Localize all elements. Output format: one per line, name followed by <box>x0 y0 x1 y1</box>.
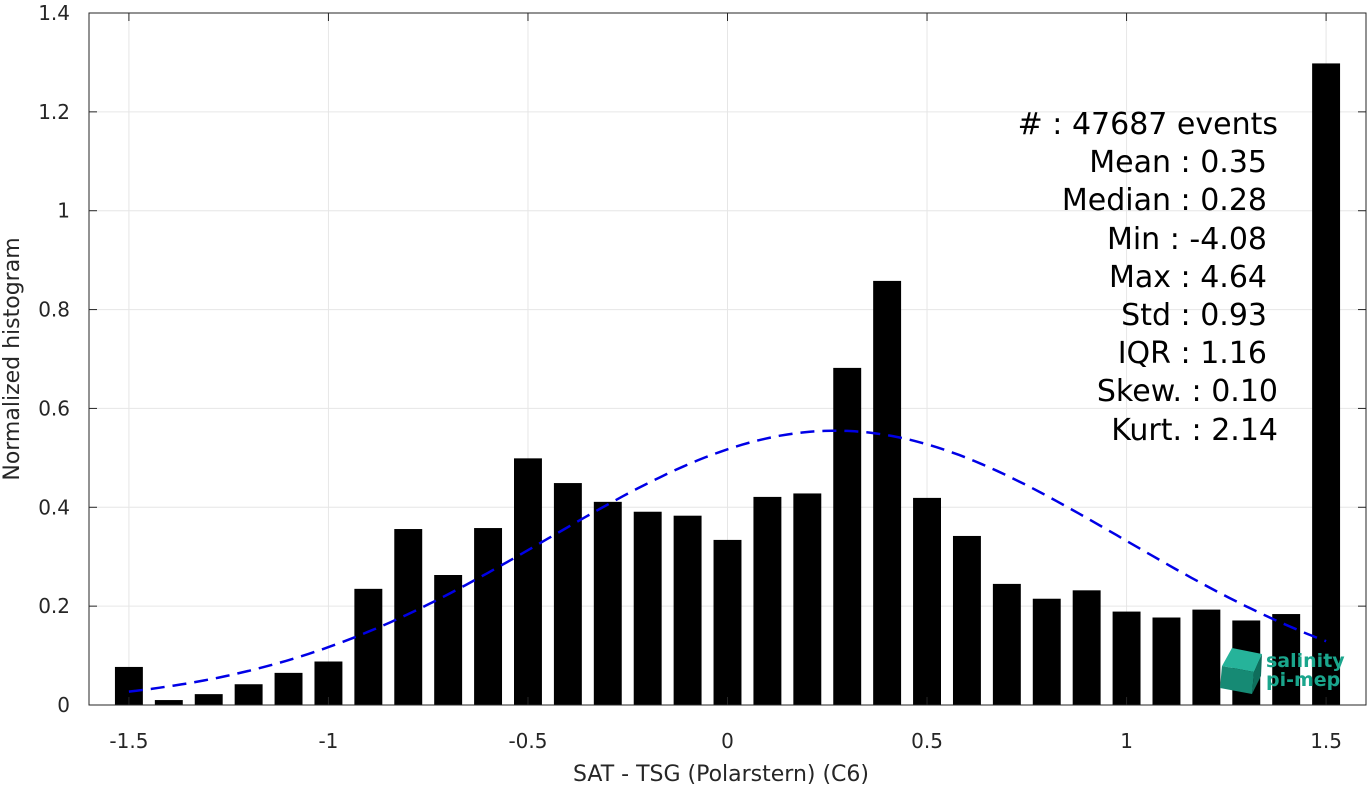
cube-icon <box>1220 648 1262 694</box>
stats-std: Std : 0.93 <box>1121 298 1267 333</box>
logo-line-1: salinity <box>1266 650 1345 672</box>
stats-skew: Skew. : 0.10 <box>1097 374 1278 409</box>
histogram-bar <box>434 575 463 705</box>
y-axis-label: Normalized histogram <box>0 237 25 480</box>
y-tick-label: 0.8 <box>38 298 70 322</box>
histogram-bar <box>1312 63 1341 706</box>
x-tick-labels: -1.5 -1 -0.5 0 0.5 1 1.5 <box>109 729 1342 753</box>
stats-kurt: Kurt. : 2.14 <box>1111 413 1278 448</box>
histogram-bar <box>1192 609 1221 705</box>
logo-line-2: pi-mep <box>1266 669 1340 691</box>
stats-iqr: IQR : 1.16 <box>1118 336 1267 371</box>
y-tick-label: 0.4 <box>38 495 70 519</box>
histogram-bar <box>1072 590 1101 705</box>
salinity-pi-mep-logo: salinity pi-mep <box>1220 648 1345 694</box>
histogram-bar <box>793 493 822 705</box>
x-tick-label: -1.5 <box>109 729 148 753</box>
x-tick-label: -0.5 <box>508 729 547 753</box>
histogram-bar <box>1152 617 1181 705</box>
histogram-bar <box>593 501 622 705</box>
x-tick-label: -1 <box>318 729 338 753</box>
stats-max: Max : 4.64 <box>1109 260 1267 295</box>
x-tick-label: 1.5 <box>1310 729 1342 753</box>
y-tick-label: 0 <box>57 693 70 717</box>
histogram-bar <box>713 539 742 705</box>
histogram-bar <box>833 367 862 705</box>
histogram-bar <box>1112 611 1141 705</box>
x-axis-label: SAT - TSG (Polarstern) (C6) <box>573 762 869 785</box>
y-tick-label: 1.2 <box>38 100 70 124</box>
histogram-bar <box>753 496 782 705</box>
histogram-bar <box>992 583 1021 705</box>
y-tick-label: 0.6 <box>38 396 70 420</box>
y-tick-label: 1 <box>57 199 70 223</box>
histogram-bar <box>913 497 941 705</box>
bars <box>114 63 1341 706</box>
stats-mean: Mean : 0.35 <box>1089 145 1267 180</box>
stats-events: # : 47687 events <box>1018 107 1278 142</box>
fit-curve <box>128 429 1327 693</box>
histogram-bar <box>553 483 582 705</box>
histogram-bar <box>1032 598 1061 705</box>
y-tick-label: 1.4 <box>38 1 70 25</box>
histogram-bar <box>234 684 263 705</box>
stats-median: Median : 0.28 <box>1062 183 1267 218</box>
histogram-bar <box>194 694 223 705</box>
y-tick-label: 0.2 <box>38 594 70 618</box>
histogram-bar <box>354 588 383 705</box>
histogram-bar <box>873 280 902 705</box>
histogram-bar <box>154 700 183 705</box>
stats-min: Min : -4.08 <box>1107 222 1267 257</box>
histogram-bar <box>673 515 702 705</box>
x-tick-label: 0 <box>721 729 734 753</box>
histogram-bar <box>394 529 423 705</box>
histogram-bar <box>952 535 981 705</box>
histogram-bar <box>514 458 542 705</box>
histogram-bar <box>474 528 503 705</box>
x-tick-label: 0.5 <box>911 729 943 753</box>
y-tick-labels: 0 0.2 0.4 0.6 0.8 1 1.2 1.4 <box>38 1 70 717</box>
x-tick-label: 1 <box>1120 729 1133 753</box>
tick-marks <box>89 12 1366 706</box>
histogram-bar <box>633 511 662 705</box>
stats-box: # : 47687 events Mean : 0.35 Median : 0.… <box>1018 107 1278 448</box>
histogram-bar <box>274 672 303 705</box>
